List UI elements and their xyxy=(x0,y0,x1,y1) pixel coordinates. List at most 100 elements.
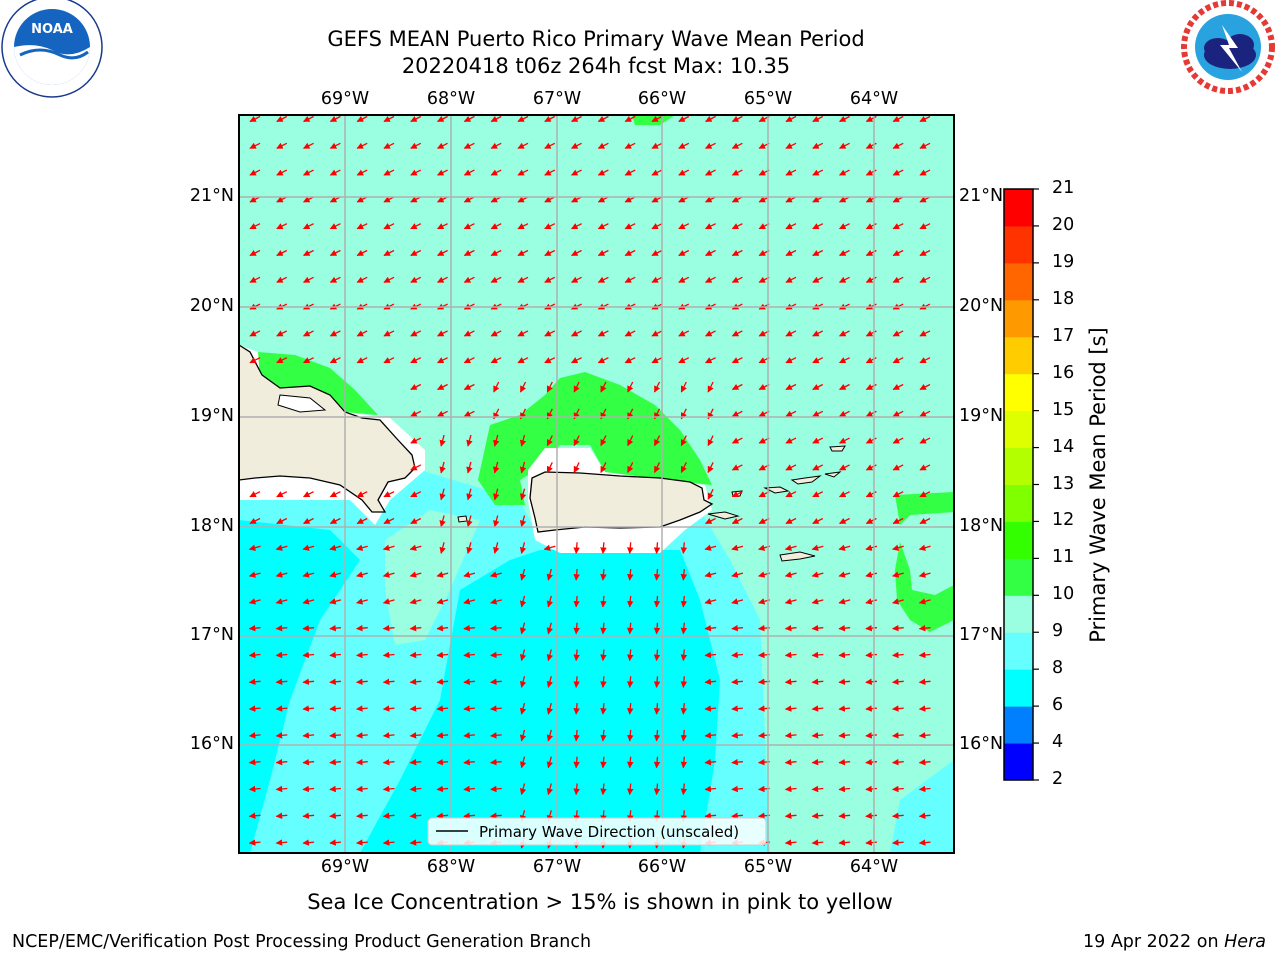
wave-arrow xyxy=(653,783,661,796)
wave-arrow xyxy=(704,624,717,632)
wave-arrow xyxy=(490,705,502,712)
wave-arrow xyxy=(600,649,607,662)
wave-arrow xyxy=(490,249,502,257)
wave-arrow xyxy=(624,223,636,230)
wave-arrow xyxy=(276,223,288,230)
wave-arrow xyxy=(892,383,904,391)
wave-arrow xyxy=(490,598,502,605)
wave-arrow xyxy=(410,169,422,176)
fill-period-10-11-north-pr xyxy=(478,372,712,505)
wave-arrow xyxy=(493,434,500,447)
wave-arrow xyxy=(919,115,931,123)
wave-arrow xyxy=(356,651,368,659)
sea-ice-note: Sea Ice Concentration > 15% is shown in … xyxy=(0,890,1280,914)
wave-arrow xyxy=(517,169,529,176)
wave-arrow xyxy=(519,515,527,528)
wave-arrow xyxy=(329,249,341,257)
wave-arrow xyxy=(248,785,261,793)
colorbar-tick-label: 10 xyxy=(1052,584,1075,605)
colorbar-tick-label: 4 xyxy=(1052,732,1064,753)
wave-arrow xyxy=(705,249,716,257)
colorbar-tick-label: 14 xyxy=(1052,436,1075,457)
wave-arrow xyxy=(731,732,743,739)
wave-arrow xyxy=(784,678,797,686)
wave-arrow xyxy=(248,812,261,820)
wave-arrow xyxy=(653,462,661,473)
wave-arrow xyxy=(436,732,449,739)
wave-arrow xyxy=(626,595,634,608)
wave-arrow xyxy=(439,488,446,501)
wave-arrow xyxy=(466,488,473,501)
wave-arrow xyxy=(705,330,716,337)
wave-arrow xyxy=(892,678,904,686)
wave-arrow xyxy=(436,624,449,632)
wave-arrow xyxy=(731,357,743,364)
wave-arrow xyxy=(329,330,341,337)
wave-arrow xyxy=(892,330,904,337)
wave-arrow xyxy=(811,571,824,578)
wave-arrow xyxy=(704,544,717,551)
wave-arrow xyxy=(812,383,824,391)
wave-arrow xyxy=(249,142,261,149)
colorbar-swatch xyxy=(1004,521,1033,559)
wave-arrow xyxy=(493,542,500,554)
wave-arrow xyxy=(382,651,395,659)
wave-arrow xyxy=(571,169,582,176)
wave-arrow xyxy=(784,705,797,712)
wave-arrow xyxy=(356,705,368,712)
wave-arrow xyxy=(784,812,797,820)
wave-arrow xyxy=(812,491,824,498)
wave-arrow xyxy=(519,676,527,688)
wave-arrow xyxy=(651,223,663,230)
wave-arrow xyxy=(839,383,850,391)
wave-arrow xyxy=(410,142,422,149)
wave-arrow xyxy=(303,276,314,283)
wave-arrow xyxy=(892,491,904,498)
wave-arrow xyxy=(651,249,663,257)
wave-arrow xyxy=(519,434,527,447)
wave-arrow xyxy=(597,223,609,230)
wave-arrow xyxy=(731,491,743,498)
nws-logo-icon xyxy=(1180,0,1276,95)
wave-arrow xyxy=(839,223,850,230)
wave-arrow xyxy=(409,544,422,551)
wave-arrow xyxy=(892,410,904,417)
wave-arrow xyxy=(276,142,288,149)
wave-arrow xyxy=(463,785,475,793)
wave-arrow xyxy=(731,276,743,283)
wave-arrow xyxy=(811,839,824,846)
wave-arrow xyxy=(573,462,580,473)
wave-arrow xyxy=(410,517,422,525)
wave-arrow xyxy=(785,249,797,257)
wave-arrow xyxy=(410,115,422,123)
colorbar-tick-label: 2 xyxy=(1052,769,1064,789)
wave-arrow xyxy=(544,142,556,149)
wave-arrow xyxy=(436,758,449,766)
wave-arrow xyxy=(437,276,448,283)
wave-arrow xyxy=(490,812,502,820)
wave-arrow xyxy=(519,622,527,635)
wave-arrow xyxy=(437,330,448,337)
wave-arrow xyxy=(519,756,527,769)
wave-arrow xyxy=(919,223,931,230)
wave-arrow xyxy=(463,223,475,230)
wave-arrow xyxy=(356,678,368,686)
wave-arrow xyxy=(463,142,475,149)
wave-arrow xyxy=(838,705,851,712)
wave-arrow xyxy=(275,758,288,766)
colorbar-tick-label: 13 xyxy=(1052,473,1075,494)
wave-arrow xyxy=(865,624,877,632)
wave-arrow xyxy=(653,542,661,554)
wave-arrow xyxy=(678,169,690,176)
wave-arrow xyxy=(410,437,422,444)
wave-arrow xyxy=(329,678,341,686)
map-frame xyxy=(238,114,955,854)
wave-arrow xyxy=(678,330,690,337)
wave-arrow xyxy=(811,812,824,820)
wave-arrow xyxy=(918,839,931,846)
wave-arrow xyxy=(705,169,716,176)
wave-arrow xyxy=(409,598,422,605)
wave-arrow xyxy=(731,517,743,525)
wave-arrow xyxy=(410,276,422,283)
wave-arrow xyxy=(329,276,341,283)
